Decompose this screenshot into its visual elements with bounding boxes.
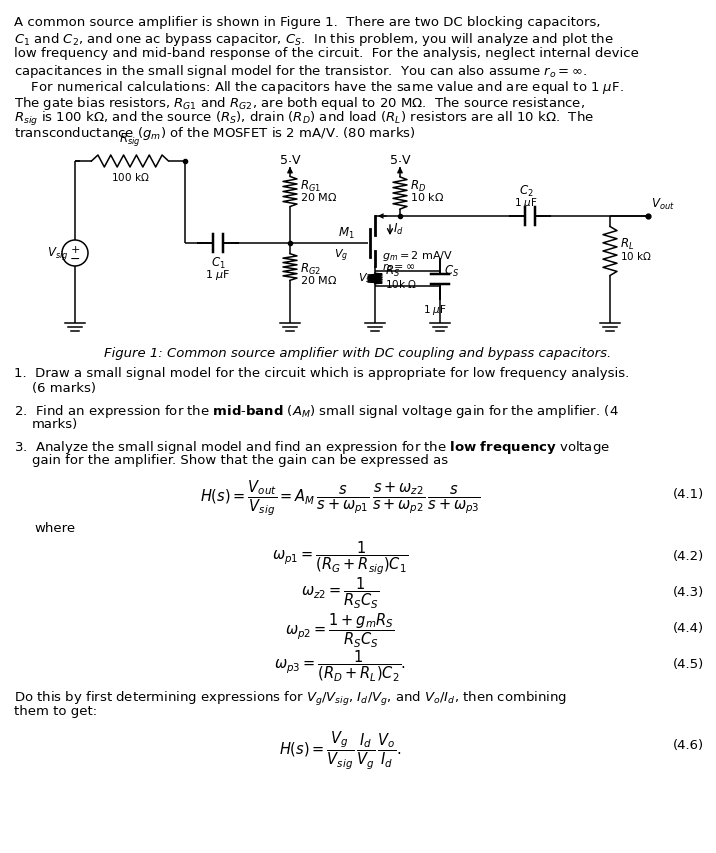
Text: $H(s) = \dfrac{V_{out}}{V_{sig}} = A_M \, \dfrac{s}{s+\omega_{p1}} \, \dfrac{s+\: $H(s) = \dfrac{V_{out}}{V_{sig}} = A_M \…: [200, 478, 480, 517]
Text: $M_1$: $M_1$: [338, 226, 354, 241]
Text: (4.2): (4.2): [672, 549, 704, 562]
Text: gain for the amplifier. Show that the gain can be expressed as: gain for the amplifier. Show that the ga…: [32, 454, 448, 467]
Text: 100 k$\Omega$: 100 k$\Omega$: [111, 171, 149, 183]
Text: 10 k$\Omega$: 10 k$\Omega$: [620, 250, 652, 262]
Text: $R_{sig}$: $R_{sig}$: [119, 131, 141, 148]
Text: $\omega_{p3} = \dfrac{1}{(R_D + R_L)C_2}.$: $\omega_{p3} = \dfrac{1}{(R_D + R_L)C_2}…: [274, 647, 406, 682]
Text: them to get:: them to get:: [14, 705, 97, 717]
Text: $C_S$: $C_S$: [444, 264, 459, 279]
Text: $g_m = 2$ mA/V: $g_m = 2$ mA/V: [382, 249, 453, 263]
Text: The gate bias resistors, $R_{G1}$ and $R_{G2}$, are both equal to 20 M$\Omega$. : The gate bias resistors, $R_{G1}$ and $R…: [14, 95, 585, 112]
Text: 1 $\mu$F: 1 $\mu$F: [423, 303, 447, 316]
Text: 3.  Analyze the small signal model and find an expression for the $\bf{low\ freq: 3. Analyze the small signal model and fi…: [14, 438, 610, 456]
Text: $R_{sig}$ is 100 k$\Omega$, and the source ($R_S$), drain ($R_D$) and load ($R_L: $R_{sig}$ is 100 k$\Omega$, and the sour…: [14, 110, 594, 128]
Text: $V_{sig}$: $V_{sig}$: [47, 245, 69, 262]
Text: −: −: [69, 252, 80, 265]
Text: 1.  Draw a small signal model for the circuit which is appropriate for low frequ: 1. Draw a small signal model for the cir…: [14, 367, 629, 380]
Text: Figure 1: Common source amplifier with DC coupling and bypass capacitors.: Figure 1: Common source amplifier with D…: [105, 346, 611, 360]
Text: A common source amplifier is shown in Figure 1.  There are two DC blocking capac: A common source amplifier is shown in Fi…: [14, 16, 601, 29]
Text: $\omega_{p1} = \dfrac{1}{(R_G + R_{sig})C_1}$: $\omega_{p1} = \dfrac{1}{(R_G + R_{sig})…: [272, 539, 408, 577]
Text: $r_o = \infty$: $r_o = \infty$: [382, 261, 415, 274]
Text: (4.1): (4.1): [672, 487, 704, 501]
Text: +: +: [70, 245, 79, 255]
Text: $C_2$: $C_2$: [518, 183, 533, 199]
Text: 1 $\mu$F: 1 $\mu$F: [514, 196, 538, 210]
Text: (6 marks): (6 marks): [32, 382, 96, 395]
Text: $V_{out}$: $V_{out}$: [651, 197, 674, 212]
Text: (4.3): (4.3): [672, 585, 704, 598]
Text: $R_{G2}$: $R_{G2}$: [300, 262, 321, 276]
Text: 5 V: 5 V: [280, 154, 300, 167]
Text: $R_D$: $R_D$: [410, 179, 426, 194]
Text: $V_s$: $V_s$: [357, 270, 371, 284]
Text: capacitances in the small signal model for the transistor.  You can also assume : capacitances in the small signal model f…: [14, 62, 587, 79]
Text: 5 V: 5 V: [390, 154, 410, 167]
Text: 20 M$\Omega$: 20 M$\Omega$: [300, 274, 337, 286]
Text: marks): marks): [32, 418, 78, 431]
Text: (4.6): (4.6): [672, 738, 704, 751]
Text: (4.4): (4.4): [672, 621, 704, 635]
Text: $\omega_{p2} = \dfrac{1 + g_m R_S}{R_S C_S}$: $\omega_{p2} = \dfrac{1 + g_m R_S}{R_S C…: [285, 612, 395, 649]
Text: $R_{G1}$: $R_{G1}$: [300, 179, 321, 194]
Text: 1 $\mu$F: 1 $\mu$F: [205, 268, 231, 281]
Text: $C_1$: $C_1$: [211, 256, 226, 270]
Text: $C_1$ and $C_2$, and one ac bypass capacitor, $C_S$.  In this problem, you will : $C_1$ and $C_2$, and one ac bypass capac…: [14, 32, 614, 49]
Text: where: where: [34, 521, 75, 534]
Text: 10k $\Omega$: 10k $\Omega$: [385, 277, 417, 289]
Text: (4.5): (4.5): [672, 657, 704, 670]
Text: transconductance ($g_m$) of the MOSFET is 2 mA/V. (80 marks): transconductance ($g_m$) of the MOSFET i…: [14, 125, 416, 142]
Text: $H(s) = \dfrac{V_g}{V_{sig}} \, \dfrac{I_d}{V_g} \, \dfrac{V_o}{I_d}.$: $H(s) = \dfrac{V_g}{V_{sig}} \, \dfrac{I…: [279, 728, 401, 770]
Text: low frequency and mid-band response of the circuit.  For the analysis, neglect i: low frequency and mid-band response of t…: [14, 47, 639, 60]
Text: $R_S$: $R_S$: [385, 264, 400, 279]
Text: $I_d$: $I_d$: [393, 221, 404, 236]
Text: $V_g$: $V_g$: [334, 247, 348, 264]
Text: For numerical calculations: All the capacitors have the same value and are equal: For numerical calculations: All the capa…: [14, 79, 624, 96]
Text: 2.  Find an expression for the $\bf{mid}$-$\bf{band}$ $(A_M)$ small signal volta: 2. Find an expression for the $\bf{mid}$…: [14, 403, 619, 420]
Text: $R_L$: $R_L$: [620, 236, 634, 252]
Text: 20 M$\Omega$: 20 M$\Omega$: [300, 191, 337, 203]
Text: Do this by first determining expressions for $V_g/V_{sig}$, $I_d/V_g$, and $V_o/: Do this by first determining expressions…: [14, 689, 567, 707]
Text: 10 k$\Omega$: 10 k$\Omega$: [410, 191, 444, 203]
Text: $\omega_{z2} = \dfrac{1}{R_S C_S}$: $\omega_{z2} = \dfrac{1}{R_S C_S}$: [301, 575, 379, 611]
